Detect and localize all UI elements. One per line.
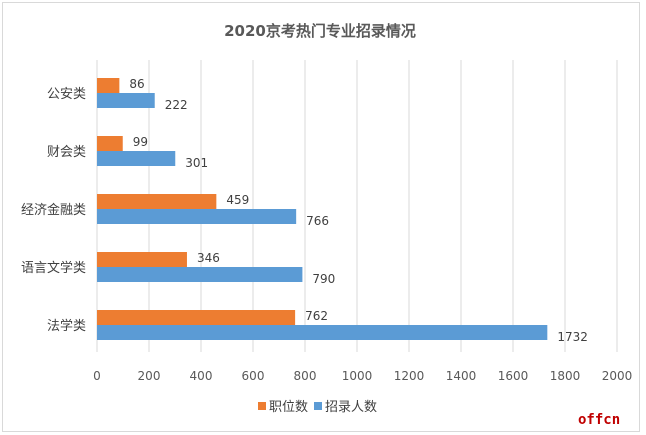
x-tick-label: 800 xyxy=(294,369,317,383)
bar-recruits xyxy=(97,93,155,108)
bar-recruits xyxy=(97,151,176,166)
data-label: 790 xyxy=(312,272,335,286)
data-label: 766 xyxy=(306,214,329,228)
x-tick-label: 1800 xyxy=(550,369,581,383)
x-tick-label: 1200 xyxy=(394,369,425,383)
legend-label: 招录人数 xyxy=(325,400,377,415)
category-label: 法学类 xyxy=(47,318,86,334)
legend-swatch xyxy=(314,402,322,410)
data-label: 762 xyxy=(305,309,328,323)
x-tick-label: 1000 xyxy=(342,369,373,383)
x-tick-label: 1400 xyxy=(446,369,477,383)
bar-positions xyxy=(97,194,217,209)
x-tick-label: 400 xyxy=(190,369,213,383)
chart-title: 2020京考热门专业招录情况 xyxy=(224,22,416,40)
category-label: 公安类 xyxy=(47,87,86,102)
x-tick-label: 200 xyxy=(138,369,161,383)
data-label: 86 xyxy=(129,77,144,91)
x-tick-label: 600 xyxy=(242,369,265,383)
bar-positions xyxy=(97,136,123,151)
category-label: 经济金融类 xyxy=(21,202,86,218)
x-tick-label: 2000 xyxy=(602,369,633,383)
bar-positions xyxy=(97,310,296,325)
bar-recruits xyxy=(97,209,297,224)
data-label: 1732 xyxy=(557,330,588,344)
bar-positions xyxy=(97,252,187,267)
offcn-watermark: offcn xyxy=(578,412,621,428)
data-label: 222 xyxy=(165,98,188,112)
data-label: 99 xyxy=(133,135,148,149)
bar-recruits xyxy=(97,325,548,340)
legend-label: 职位数 xyxy=(269,400,308,415)
bar-positions xyxy=(97,78,120,93)
data-label: 459 xyxy=(226,193,249,207)
category-label: 语言文学类 xyxy=(21,260,86,276)
data-label: 301 xyxy=(185,156,208,170)
bar-recruits xyxy=(97,267,303,282)
x-tick-label: 1600 xyxy=(498,369,529,383)
x-tick-label: 0 xyxy=(93,369,101,383)
data-label: 346 xyxy=(197,251,220,265)
category-label: 财会类 xyxy=(47,145,86,160)
legend-swatch xyxy=(258,402,266,410)
